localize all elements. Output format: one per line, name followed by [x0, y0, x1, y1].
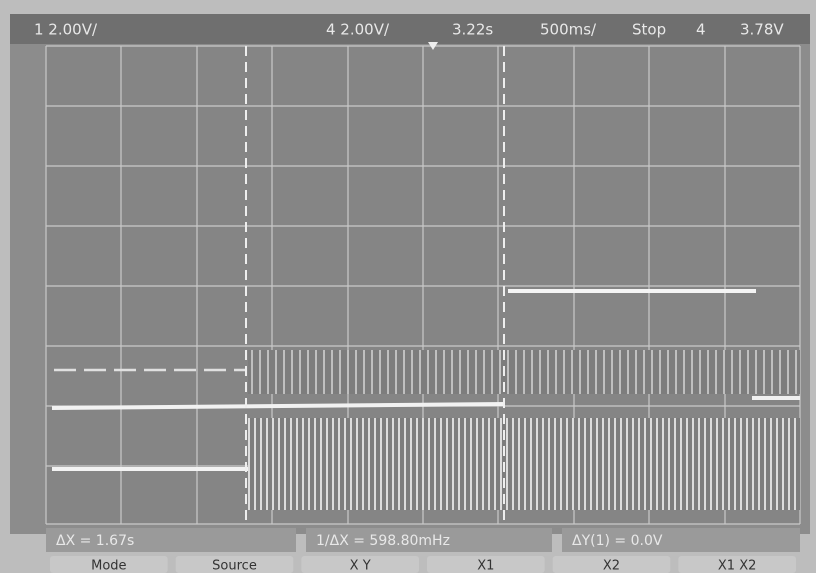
softkey-label[interactable]: X Y	[350, 559, 371, 573]
channel-4-scale: 4 2.00V/	[326, 21, 390, 39]
inverse-delta-x: 1/ΔX = 598.80mHz	[316, 533, 450, 549]
trace-dense-lower	[248, 418, 800, 510]
trigger-level: 3.78V	[740, 21, 784, 39]
run-state: Stop	[632, 21, 666, 39]
softkey-label[interactable]: X1 X2	[718, 559, 757, 573]
delay: 3.22s	[452, 21, 493, 39]
oscilloscope-screen: 1 2.00V/ 4 2.00V/ 3.22s 500ms/ Stop 4 3.…	[0, 0, 816, 573]
delta-x: ΔX = 1.67s	[56, 533, 134, 549]
softkey-label[interactable]: X1	[477, 559, 494, 573]
channel-1-scale: 1 2.00V/	[34, 21, 98, 39]
trace-dense-upper	[248, 350, 800, 394]
softkey-label[interactable]: X2	[603, 559, 620, 573]
trigger-source: 4	[696, 21, 706, 39]
softkey-label[interactable]: Source	[212, 559, 257, 573]
header-bar	[10, 14, 810, 44]
timebase: 500ms/	[540, 21, 597, 39]
softkey-label[interactable]: Mode	[91, 559, 126, 573]
delta-y: ΔY(1) = 0.0V	[572, 533, 663, 549]
